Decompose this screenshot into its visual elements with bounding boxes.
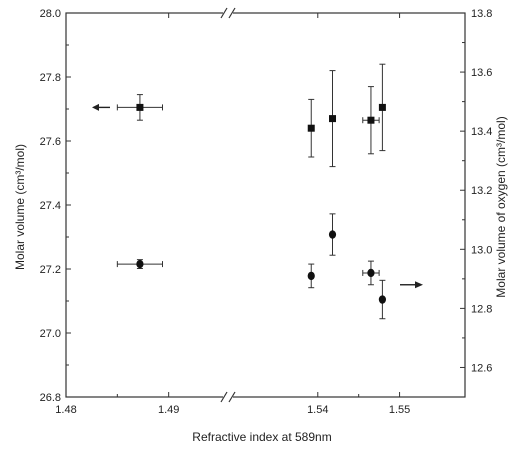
axes-layer: 1.48 1.49 1.54 1.55 26.8 27.0 27.2 27.4 27.6 27.8…: [40, 7, 492, 416]
circle-point-2: [307, 271, 315, 281]
y-left-tick-label: 26.8: [40, 392, 61, 404]
x-axis-title: Refractive index at 589nm: [192, 430, 331, 444]
right-axis-arrowhead: [415, 281, 423, 289]
data-layer: [92, 63, 423, 320]
y-axis-right-title: Molar volume of oxygen (cm³/mol): [494, 116, 508, 297]
x-axis-break-bottom-gap: [223, 394, 233, 400]
y-right-tick-label: 12.8: [471, 303, 492, 315]
y-right-tick-label: 13.0: [471, 244, 492, 256]
y-right-tick-label: 13.2: [471, 185, 492, 197]
square-point-1: [136, 103, 144, 111]
square-point-4: [367, 116, 375, 124]
y-right-tick-label: 12.6: [471, 362, 492, 374]
y-left-tick-label: 27.0: [40, 328, 61, 340]
x-axis-break-top-mark: [228, 7, 236, 19]
y-left-tick-label: 27.2: [40, 264, 61, 276]
y-right-tick-label: 13.4: [471, 126, 492, 138]
circle-point-4: [367, 268, 375, 278]
x-tick-label: 1.49: [158, 404, 179, 416]
square-point-2: [307, 124, 315, 132]
y-right-tick-label: 13.8: [471, 8, 492, 20]
y-axis-left-title: Molar volume (cm³/mol): [13, 144, 27, 270]
y-left-tick-label: 27.8: [40, 72, 61, 84]
y-left-tick-label: 27.4: [40, 200, 61, 212]
x-axis-break-top-mark: [220, 7, 228, 19]
plot-frame: [65, 12, 466, 398]
y-right-tick-label: 13.6: [471, 67, 492, 79]
x-tick-label: 1.48: [55, 404, 76, 416]
square-point-3: [329, 115, 337, 123]
x-tick-label: 1.54: [307, 404, 328, 416]
y-left-tick-label: 27.6: [40, 136, 61, 148]
circle-point-1: [136, 259, 144, 269]
x-tick-label: 1.55: [389, 404, 410, 416]
square-point-5: [378, 103, 386, 111]
x-axis-break-top-gap: [223, 10, 233, 16]
x-axis-break-bottom-mark: [220, 391, 228, 403]
left-axis-arrowhead: [92, 103, 99, 111]
label-layer: Refractive index at 589nm Molar volume (…: [13, 116, 508, 444]
x-axis-break-bottom-mark: [228, 391, 236, 403]
y-left-tick-label: 28.0: [40, 8, 61, 20]
circle-point-3: [328, 230, 337, 239]
circle-point-5: [378, 295, 386, 304]
